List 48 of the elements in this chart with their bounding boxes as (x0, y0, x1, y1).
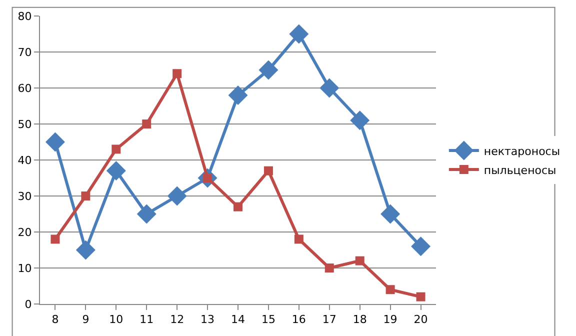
point (228, 85, 248, 105)
x-tick-label: 19 (383, 313, 398, 326)
y-tick-label: 30 (18, 190, 32, 203)
point (81, 192, 90, 200)
point (355, 256, 364, 266)
point (76, 240, 96, 260)
x-tick-label: 17 (322, 313, 336, 326)
point (289, 24, 309, 44)
y-tick-label: 20 (18, 226, 32, 239)
point (411, 236, 431, 256)
point (142, 120, 152, 128)
y-tick-label: 40 (18, 154, 32, 167)
point (294, 234, 304, 244)
point (416, 292, 426, 302)
x-tick-label: 18 (352, 313, 367, 326)
point (234, 202, 242, 212)
x-tick-label: 9 (82, 313, 90, 326)
point (106, 161, 126, 181)
point (167, 186, 187, 206)
point (264, 166, 273, 176)
point (172, 69, 182, 78)
legend-label: пыльценосы (484, 164, 556, 177)
y-tick-label: 60 (18, 82, 32, 95)
y-tick-label: 80 (18, 10, 32, 23)
point (45, 132, 65, 152)
y-tick-label: 70 (18, 46, 32, 59)
x-tick-label: 15 (261, 313, 276, 326)
point (258, 60, 278, 80)
x-tick-label: 10 (109, 313, 124, 326)
point (380, 204, 400, 224)
x-tick-label: 13 (200, 313, 215, 326)
y-tick-label: 0 (24, 298, 32, 311)
y-tick-label: 10 (18, 262, 32, 275)
point (112, 144, 121, 154)
point (50, 234, 60, 244)
x-tick-label: 14 (231, 313, 245, 326)
x-tick-label: 16 (292, 313, 306, 326)
point (320, 78, 340, 98)
point (350, 110, 370, 130)
legend-label: нектароносы (484, 144, 560, 158)
x-tick-label: 8 (52, 313, 59, 326)
point (136, 204, 156, 224)
y-tick-label: 50 (18, 118, 32, 131)
x-tick-label: 20 (414, 313, 428, 326)
point (324, 264, 334, 272)
x-tick-label: 11 (140, 313, 154, 326)
x-tick-label: 12 (170, 313, 184, 326)
point (386, 285, 395, 294)
